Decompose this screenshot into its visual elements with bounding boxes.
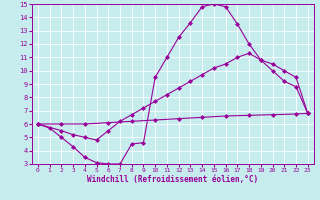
X-axis label: Windchill (Refroidissement éolien,°C): Windchill (Refroidissement éolien,°C) — [87, 175, 258, 184]
